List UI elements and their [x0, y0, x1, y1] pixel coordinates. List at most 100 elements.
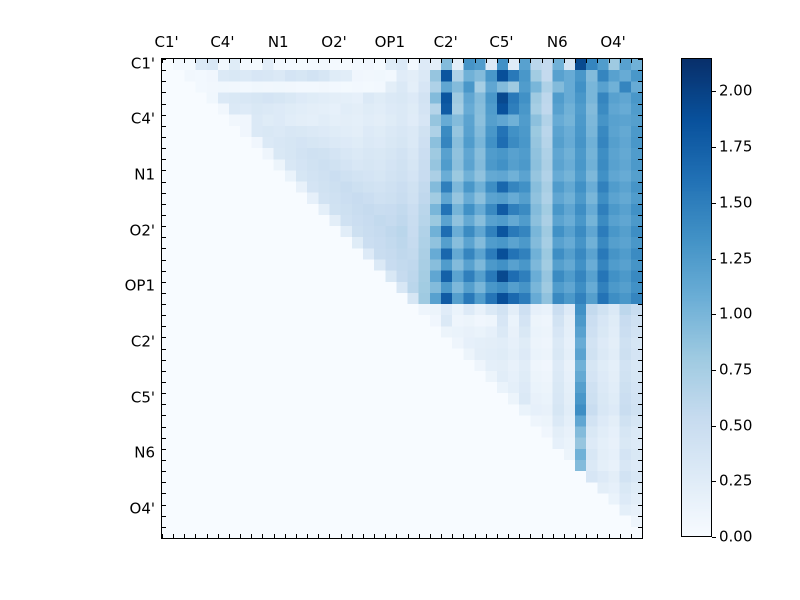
- axis-tick: [318, 59, 319, 63]
- axis-tick: [609, 59, 610, 63]
- axis-tick: [638, 415, 642, 416]
- axis-tick: [162, 315, 166, 316]
- axis-tick: [352, 534, 353, 538]
- axis-tick: [642, 534, 643, 538]
- colorbar-gradient: [681, 58, 712, 537]
- axis-tick: [638, 115, 642, 116]
- axis-tick: [638, 148, 642, 149]
- axis-tick: [530, 534, 531, 538]
- axis-tick: [408, 534, 409, 538]
- axis-tick: [374, 534, 375, 538]
- axis-tick: [638, 527, 642, 528]
- axis-tick: [173, 534, 174, 538]
- colorbar: 0.00 0.25 0.50 0.75 1.00 1.25 1.50 1.75 2.00: [681, 58, 752, 544]
- axis-tick: [564, 59, 565, 63]
- axis-tick: [162, 148, 166, 149]
- axis-tick: [638, 382, 642, 383]
- axis-tick: [419, 534, 420, 538]
- axis-tick: [553, 534, 554, 538]
- axis-tick: [162, 393, 166, 394]
- axis-tick: [638, 326, 642, 327]
- colorbar-tick: [712, 91, 716, 93]
- axis-tick: [452, 534, 453, 538]
- axis-tick: [638, 204, 642, 205]
- axis-tick: [307, 59, 308, 63]
- axis-tick: [162, 271, 166, 272]
- axis-tick: [508, 59, 509, 63]
- colorbar-tick: [712, 202, 716, 204]
- axis-tick: [218, 59, 219, 63]
- axis-tick: [162, 527, 166, 528]
- axis-tick: [486, 59, 487, 63]
- axis-tick: [638, 126, 642, 127]
- colorbar-tick: [712, 481, 716, 483]
- axis-tick: [162, 493, 166, 494]
- axis-tick: [251, 59, 252, 63]
- axis-tick: [452, 59, 453, 63]
- colorbar-tick: [712, 425, 716, 427]
- axis-tick: [508, 534, 509, 538]
- axis-tick: [638, 315, 642, 316]
- axis-tick: [285, 534, 286, 538]
- axis-tick: [162, 438, 166, 439]
- axis-tick: [638, 182, 642, 183]
- axis-tick: [638, 260, 642, 261]
- x-tick-label: C1': [154, 33, 179, 51]
- axis-tick: [162, 226, 166, 227]
- axis-tick: [631, 59, 632, 63]
- axis-tick: [638, 460, 642, 461]
- heatmap-matrix[interactable]: [162, 59, 642, 538]
- axis-tick: [162, 248, 166, 249]
- y-tick-label: O4': [129, 499, 155, 518]
- y-tick-label: C2': [130, 332, 155, 351]
- axis-tick: [638, 493, 642, 494]
- axis-tick: [597, 59, 598, 63]
- axis-tick: [638, 371, 642, 372]
- axis-tick: [195, 59, 196, 63]
- axis-tick: [218, 534, 219, 538]
- axis-tick: [497, 534, 498, 538]
- axis-tick: [542, 59, 543, 63]
- axis-tick: [162, 326, 166, 327]
- axis-tick: [274, 534, 275, 538]
- axis-tick: [162, 81, 166, 82]
- axis-tick: [638, 427, 642, 428]
- axis-tick: [363, 59, 364, 63]
- axis-tick: [486, 534, 487, 538]
- axis-tick: [229, 59, 230, 63]
- axis-tick: [430, 534, 431, 538]
- axis-tick: [162, 115, 166, 116]
- axis-tick: [519, 59, 520, 63]
- axis-tick: [638, 159, 642, 160]
- axis-tick: [620, 59, 621, 63]
- axis-tick: [638, 137, 642, 138]
- axis-tick: [638, 393, 642, 394]
- axis-tick: [620, 534, 621, 538]
- axis-tick: [638, 282, 642, 283]
- axis-tick: [363, 534, 364, 538]
- axis-tick: [162, 193, 166, 194]
- axis-tick: [162, 104, 166, 105]
- axis-tick: [475, 534, 476, 538]
- axis-tick: [638, 215, 642, 216]
- x-tick-label: N6: [546, 33, 568, 51]
- axis-tick: [162, 237, 166, 238]
- colorbar-tick-label: 1.25: [719, 249, 753, 267]
- axis-tick: [329, 534, 330, 538]
- axis-tick: [638, 438, 642, 439]
- heatmap-plot-area[interactable]: [161, 58, 643, 539]
- axis-tick: [195, 534, 196, 538]
- y-tick-label: C4': [130, 109, 155, 128]
- axis-tick: [638, 170, 642, 171]
- axis-tick: [162, 371, 166, 372]
- axis-tick: [173, 59, 174, 63]
- colorbar-tick: [712, 314, 716, 316]
- colorbar-tick: [712, 369, 716, 371]
- axis-tick: [638, 92, 642, 93]
- axis-tick: [497, 59, 498, 63]
- axis-tick: [638, 360, 642, 361]
- axis-tick: [638, 516, 642, 517]
- axis-tick: [341, 534, 342, 538]
- axis-tick: [638, 482, 642, 483]
